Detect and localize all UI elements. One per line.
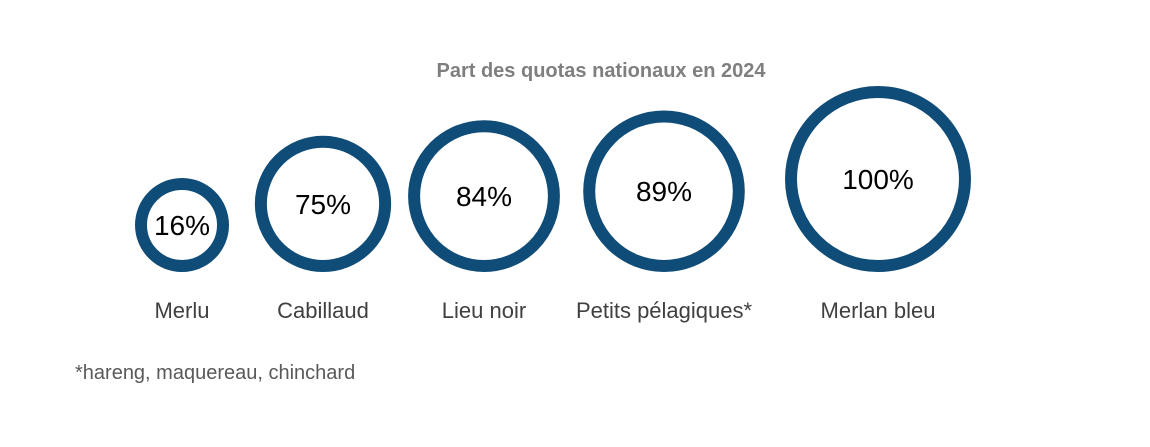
bubble-group: 16% Merlu [135, 178, 229, 323]
category-label: Cabillaud [277, 298, 369, 323]
bubble-value-label: 100% [842, 164, 914, 195]
bubble-group: 89% Petits pélagiques* [576, 110, 753, 323]
category-label: Lieu noir [442, 298, 526, 323]
category-label: Merlan bleu [821, 298, 936, 323]
bubble-value-label: 75% [295, 189, 351, 220]
bubble-ring [785, 86, 971, 272]
chart-title: Part des quotas nationaux en 2024 [436, 60, 766, 82]
bubble-ring [408, 120, 560, 272]
bubble-ring [254, 135, 392, 272]
bubble-value-label: 16% [154, 210, 210, 241]
bubble-ring [135, 178, 229, 272]
bubble-group: 75% Cabillaud [254, 135, 392, 323]
category-label: Petits pélagiques* [576, 298, 753, 323]
bubble-group: 84% Lieu noir [408, 120, 560, 323]
category-label: Merlu [154, 298, 209, 323]
bubble-value-label: 89% [636, 176, 692, 207]
bubble-value-label: 84% [456, 181, 512, 212]
chart-footnote: *hareng, maquereau, chinchard [75, 362, 356, 384]
bubble-ring [583, 110, 745, 272]
bubble-group: 100% Merlan bleu [785, 86, 971, 323]
